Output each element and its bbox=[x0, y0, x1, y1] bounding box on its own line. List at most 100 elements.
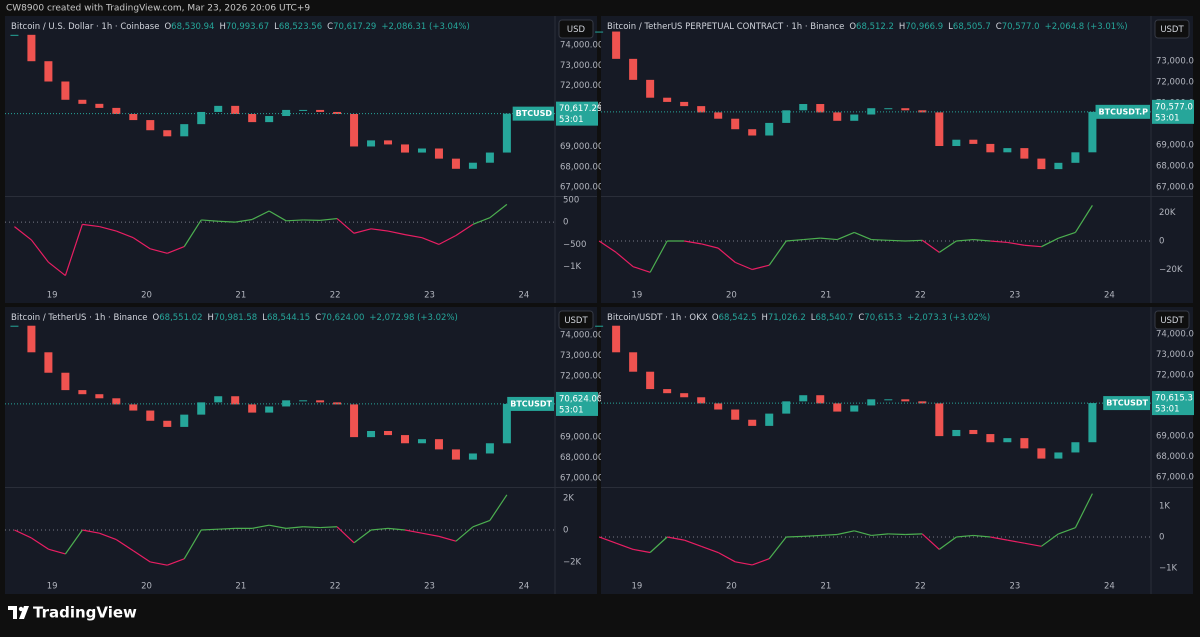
ohlc-value: 68,540.7 bbox=[816, 313, 854, 323]
candle bbox=[714, 403, 722, 409]
currency: USD bbox=[567, 25, 586, 35]
candle bbox=[816, 104, 824, 112]
candle bbox=[782, 401, 790, 413]
candle bbox=[10, 35, 18, 36]
candle bbox=[901, 399, 909, 401]
candle bbox=[1037, 448, 1045, 458]
candle bbox=[1020, 148, 1028, 159]
candle bbox=[935, 403, 943, 436]
x-tick-label: 19 bbox=[631, 582, 642, 592]
candle bbox=[316, 110, 324, 112]
ohlc-value: 68,523.56 bbox=[279, 22, 322, 32]
ohlc-value: 68,512.2 bbox=[856, 22, 894, 32]
change: +2,073.3 (+3.02%) bbox=[907, 313, 990, 323]
candle bbox=[486, 443, 494, 453]
indicator-segment bbox=[888, 534, 905, 535]
ohlc-value: 68,530.94 bbox=[171, 22, 214, 32]
ohlc-value: 71,026.2 bbox=[768, 313, 806, 323]
header-text: CW8900 created with TradingView.com, Mar… bbox=[6, 4, 310, 14]
candle bbox=[663, 98, 671, 102]
indicator-tick-label: −1K bbox=[563, 262, 582, 272]
candle bbox=[714, 112, 722, 118]
symbol-title: Bitcoin / TetherUS · 1h · Binance bbox=[11, 313, 148, 323]
y-tick-label: 67,000.00 bbox=[560, 183, 603, 193]
x-tick-label: 21 bbox=[235, 582, 246, 592]
change: +2,064.8 (+3.01%) bbox=[1045, 22, 1128, 32]
y-tick-label: 68,000.00 bbox=[560, 453, 603, 463]
indicator-tick-label: 0 bbox=[563, 525, 568, 535]
candle bbox=[214, 396, 222, 402]
chart-panel: 73,000.072,000.071,000.069,000.068,000.0… bbox=[595, 16, 1194, 303]
y-tick-label: 72,000.0 bbox=[1156, 77, 1194, 87]
y-tick-label: 74,000.00 bbox=[560, 40, 603, 50]
candle bbox=[367, 431, 375, 437]
candle bbox=[112, 108, 120, 114]
indicator-segment bbox=[201, 529, 218, 530]
candle bbox=[731, 119, 739, 130]
candle bbox=[27, 326, 35, 353]
panel-bg bbox=[5, 16, 597, 303]
candle bbox=[731, 410, 739, 420]
y-tick-label: 68,000.0 bbox=[1156, 452, 1194, 462]
currency: USDT bbox=[1160, 25, 1184, 35]
candle bbox=[265, 116, 273, 122]
indicator-segment bbox=[218, 528, 235, 529]
price-tag-symbol: BTCUSDT.P bbox=[1099, 107, 1149, 116]
candle bbox=[197, 112, 205, 124]
candle bbox=[748, 129, 756, 135]
candle bbox=[333, 112, 341, 114]
candle bbox=[282, 400, 290, 406]
change: +2,072.98 (+3.02%) bbox=[369, 313, 457, 323]
panel-bg bbox=[601, 16, 1193, 303]
candle bbox=[969, 430, 977, 434]
candle bbox=[782, 110, 790, 123]
candle bbox=[1071, 442, 1079, 452]
candle bbox=[748, 420, 756, 426]
candle bbox=[969, 140, 977, 144]
symbol-title: Bitcoin / U.S. Dollar · 1h · Coinbase bbox=[11, 22, 159, 32]
candle bbox=[629, 352, 637, 371]
candle bbox=[503, 114, 511, 153]
price-tag-symbol: BTCUSDT bbox=[510, 399, 552, 408]
indicator-tick-label: 500 bbox=[563, 195, 579, 205]
indicator-tick-label: −20K bbox=[1159, 265, 1183, 275]
candle bbox=[1054, 452, 1062, 458]
candle bbox=[146, 120, 154, 130]
candle bbox=[1054, 163, 1062, 169]
candle bbox=[129, 404, 137, 410]
candle bbox=[452, 449, 460, 459]
indicator-tick-label: 20K bbox=[1159, 208, 1176, 218]
price-tag-price: 70,577.0 bbox=[1155, 102, 1193, 112]
change: +2,086.31 (+3.04%) bbox=[381, 22, 469, 32]
candle bbox=[765, 123, 773, 136]
chart-panel: 74,000.073,000.072,000.071,000.069,000.0… bbox=[595, 307, 1194, 594]
candle bbox=[867, 399, 875, 405]
x-tick-label: 19 bbox=[47, 291, 58, 301]
price-tag-countdown: 53:01 bbox=[1155, 405, 1180, 415]
y-tick-label: 72,000.00 bbox=[560, 81, 603, 91]
indicator-tick-label: 0 bbox=[563, 218, 568, 228]
candle bbox=[435, 439, 443, 449]
indicator-segment bbox=[888, 240, 905, 241]
ohlc-value: 70,993.67 bbox=[226, 22, 269, 32]
candle bbox=[1088, 403, 1096, 442]
x-tick-label: 22 bbox=[330, 582, 341, 592]
candle bbox=[44, 352, 52, 372]
y-tick-label: 74,000.0 bbox=[1156, 329, 1194, 339]
candle bbox=[78, 100, 86, 104]
price-tag-price: 70,615.3 bbox=[1155, 394, 1193, 404]
indicator-segment bbox=[905, 534, 922, 535]
indicator-tick-label: −1K bbox=[1159, 564, 1178, 574]
candle bbox=[146, 411, 154, 421]
candle bbox=[418, 439, 426, 443]
candle bbox=[1037, 159, 1045, 170]
candle bbox=[401, 144, 409, 152]
ohlc-value: 68,505.7 bbox=[953, 22, 991, 32]
x-tick-label: 23 bbox=[424, 291, 435, 301]
currency: USDT bbox=[1160, 316, 1184, 326]
ohlc-value: 68,544.15 bbox=[267, 313, 310, 323]
price-tag-countdown: 53:01 bbox=[559, 405, 584, 415]
x-tick-label: 21 bbox=[821, 582, 832, 592]
x-tick-label: 22 bbox=[330, 291, 341, 301]
